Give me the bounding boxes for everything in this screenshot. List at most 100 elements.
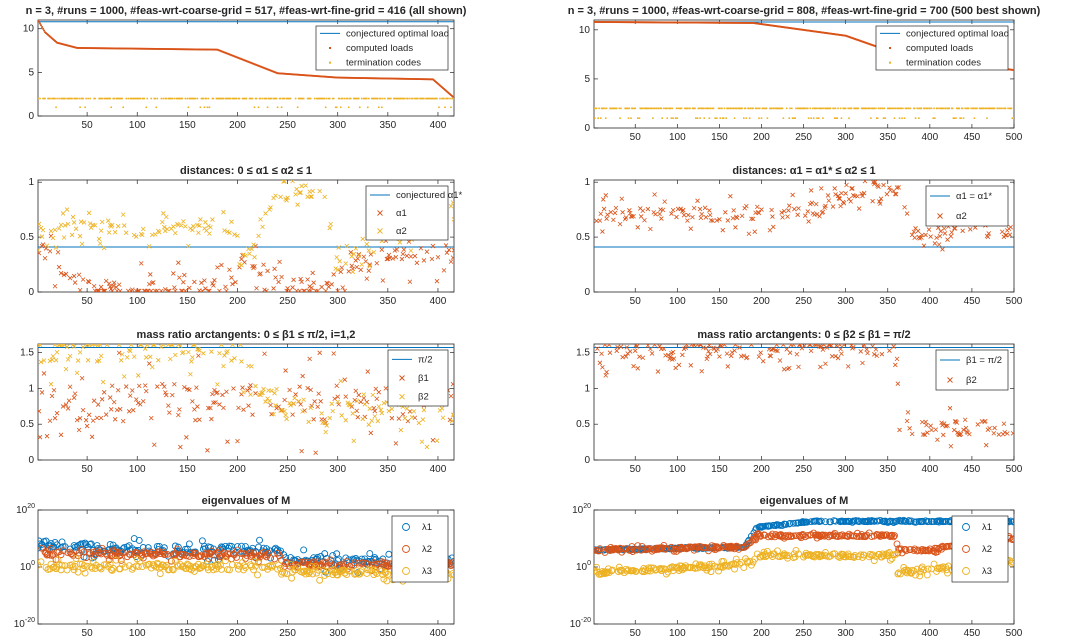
data-point (745, 117, 748, 119)
data-point (64, 43, 66, 46)
data-point (736, 560, 744, 568)
x-tick-label: 50 (630, 296, 642, 307)
data-point (860, 360, 865, 366)
data-point (265, 268, 270, 274)
legend-label: λ2 (982, 544, 992, 555)
data-point (873, 347, 879, 352)
data-point (151, 442, 157, 448)
data-point (738, 107, 741, 110)
data-point (430, 243, 436, 249)
data-point (44, 97, 46, 100)
data-point (355, 559, 363, 567)
data-point (213, 400, 218, 405)
data-point (206, 48, 209, 51)
data-point (248, 392, 253, 397)
data-point (362, 97, 365, 100)
data-point (920, 107, 923, 110)
data-point (38, 558, 45, 566)
data-point (107, 395, 113, 400)
data-point (320, 75, 323, 78)
data-point (229, 97, 232, 100)
data-point (59, 543, 67, 551)
data-point (99, 397, 105, 402)
data-point (840, 117, 843, 119)
data-point (253, 391, 258, 396)
data-point (829, 354, 835, 359)
data-point (421, 407, 427, 413)
data-point (63, 366, 69, 372)
x-tick-label: 200 (229, 120, 246, 131)
data-point (224, 389, 229, 395)
data-point (195, 48, 198, 51)
data-point (440, 85, 442, 88)
data-point (339, 76, 342, 79)
data-point (329, 282, 334, 287)
data-point (889, 517, 897, 525)
data-point (955, 107, 958, 110)
data-point (74, 97, 76, 100)
data-point (297, 190, 302, 196)
data-point (221, 50, 224, 53)
data-point (709, 107, 711, 110)
data-point (409, 78, 412, 80)
data-point (679, 107, 682, 110)
x-tick-label: 400 (430, 464, 447, 475)
data-point (38, 247, 41, 253)
data-point (834, 344, 839, 348)
data-point (272, 97, 275, 100)
data-point (786, 208, 791, 213)
data-point (620, 107, 622, 110)
data-point (200, 288, 205, 292)
data-point (334, 255, 340, 260)
data-point (249, 61, 252, 64)
data-point (152, 47, 155, 50)
data-point (52, 415, 58, 421)
data-point (258, 271, 263, 276)
data-point (401, 77, 404, 80)
data-point (603, 373, 609, 378)
data-point (703, 215, 709, 220)
data-point (237, 97, 240, 100)
legend-label: β1 = π/2 (966, 355, 1002, 366)
x-tick-label: 200 (229, 464, 246, 475)
data-point (658, 107, 660, 110)
data-point (891, 188, 896, 194)
data-point (393, 97, 395, 100)
panel-r3: mass ratio arctangents: 0 ≤ β2 ≤ β1 = π/… (576, 329, 1023, 475)
data-point (660, 541, 668, 549)
data-point (207, 288, 212, 292)
data-point (302, 288, 307, 292)
data-point (249, 364, 254, 369)
data-point (77, 416, 83, 421)
data-point (346, 97, 349, 100)
data-point (118, 97, 120, 100)
data-point (945, 237, 950, 242)
data-point (336, 245, 342, 250)
x-tick-label: 350 (879, 628, 896, 639)
data-point (103, 412, 109, 417)
data-point (364, 97, 367, 100)
data-point (169, 97, 172, 100)
data-point (291, 401, 296, 406)
data-point (299, 448, 304, 454)
data-point (269, 97, 272, 100)
data-point (832, 107, 834, 110)
data-point (332, 76, 335, 79)
data-point (258, 97, 261, 100)
data-point (403, 97, 405, 100)
data-point (95, 344, 101, 347)
data-point (115, 47, 118, 50)
data-point (217, 350, 222, 356)
data-point (239, 359, 244, 364)
data-point (388, 77, 391, 80)
data-point (424, 444, 430, 450)
data-point (306, 419, 311, 425)
data-point (941, 432, 946, 438)
data-point (445, 89, 447, 92)
data-point (54, 556, 62, 564)
data-point (822, 117, 824, 119)
x-tick-label: 250 (795, 628, 812, 639)
x-tick-label: 400 (430, 628, 447, 639)
data-point (914, 117, 917, 119)
data-point (633, 546, 641, 554)
